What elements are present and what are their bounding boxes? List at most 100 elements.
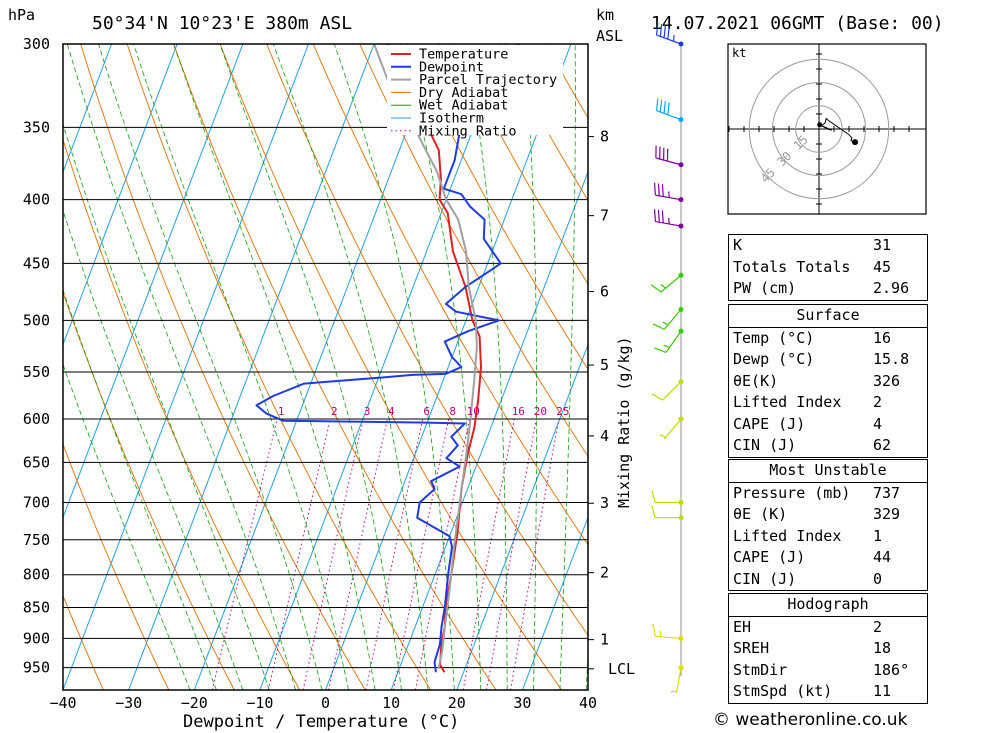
wet-adiabat-line <box>173 44 376 690</box>
background-lines <box>63 44 1000 690</box>
mixing-ratio-label: 8 <box>449 405 456 418</box>
km-tick-label: 1 <box>600 631 609 649</box>
lcl-label: LCL <box>608 660 635 678</box>
wind-barb-flag <box>652 323 665 330</box>
mixing-ratio-label: 16 <box>512 405 525 418</box>
hodo-stmdir: StmDir 186° <box>733 660 910 679</box>
asl-label: ASL <box>596 27 623 45</box>
dry-adiabat-line <box>63 291 235 690</box>
profile-temperature <box>386 44 482 673</box>
dry-adiabat-line <box>918 44 1000 690</box>
plot-frame <box>62 43 589 691</box>
temp-tick-label: 40 <box>579 694 597 712</box>
surface-header: Surface <box>729 305 927 328</box>
wind-barb-flag <box>663 101 666 114</box>
surface-lifted-index: Lifted Index 2 <box>733 393 883 411</box>
km-tick-label: 2 <box>600 564 609 582</box>
mixing-ratio-label: 4 <box>388 405 395 418</box>
legend-item: Parcel Trajectory <box>419 72 557 88</box>
wind-barb-half-flag <box>660 284 667 289</box>
legend-item: Dewpoint <box>419 59 484 75</box>
km-tick-label: 6 <box>600 283 609 301</box>
km-tick-label: 5 <box>600 356 609 374</box>
surface-cape: CAPE (J) 4 <box>733 414 883 433</box>
legend-box <box>387 45 563 135</box>
copyright-link[interactable]: © weatheronline.co.uk <box>713 710 908 730</box>
wind-barb-flag <box>657 209 660 223</box>
pressure-tick-label: 850 <box>23 599 50 617</box>
isotherm-line <box>259 44 506 690</box>
pressure-tick-label: 650 <box>23 453 50 471</box>
wind-barb-flag <box>654 347 667 353</box>
wind-barb-flag <box>655 22 659 36</box>
wet-adiabat-line <box>63 123 270 690</box>
wind-barb-half-flag <box>672 35 675 42</box>
mixing-ratio-labels: 1 2 3 4 6 8 10 16 20 25 <box>278 405 570 418</box>
wet-adiabat-line <box>133 44 349 690</box>
mixing-ratio-line <box>365 418 424 690</box>
wet-adiabat-line <box>523 44 537 690</box>
wind-barb-flag <box>659 99 663 113</box>
isotherm-line <box>390 170 588 690</box>
wind-barb-flag <box>659 24 663 37</box>
temp-tick-label: 30 <box>513 694 531 712</box>
dry-adiabat-line <box>173 44 497 690</box>
wind-barb-flag <box>651 393 663 401</box>
temp-tick-label: −20 <box>181 694 208 712</box>
dry-adiabat-line <box>405 44 588 371</box>
mixing-ratio-label: 10 <box>467 405 480 418</box>
km-label: km <box>596 6 614 24</box>
mixing-ratio-label: 3 <box>364 405 371 418</box>
wind-barb-flag <box>657 183 660 196</box>
wet-adiabat-line <box>219 44 402 690</box>
dry-adiabat-line <box>80 44 366 690</box>
pressure-tick-label: 300 <box>23 35 50 53</box>
legend-item: Dry Adiabat <box>419 85 508 101</box>
wet-adiabat-line <box>559 44 576 690</box>
wind-barb-flag <box>653 209 656 222</box>
wind-barb-shaft <box>656 110 682 121</box>
wet-adiabat-line <box>66 44 296 690</box>
mixing-ratio-line <box>328 418 388 690</box>
temp-tick-label: 0 <box>321 694 330 712</box>
wind-barb-half-flag <box>663 344 670 349</box>
wind-barb-flag <box>655 98 659 111</box>
pressure-tick-label: 350 <box>23 118 50 136</box>
wind-barb-flag <box>667 102 670 115</box>
wind-barb-shaft <box>663 309 682 330</box>
temp-tick-label: −10 <box>246 694 273 712</box>
mixing-ratio-label: 2 <box>331 405 338 418</box>
pressure-tick-label: 750 <box>23 531 50 549</box>
dry-adiabat-line <box>359 44 588 458</box>
wet-adiabat-line <box>399 44 482 690</box>
dry-adiabat-line <box>964 44 1000 690</box>
hodograph-ring <box>772 82 866 176</box>
mixing-ratio-line <box>486 418 537 690</box>
wind-barb-shaft <box>655 220 682 227</box>
dry-adiabat-line <box>63 443 170 690</box>
wet-adiabat-line <box>63 363 191 690</box>
temp-tick-label: 20 <box>448 694 466 712</box>
pressure-tick-labels: 300 350 400 450 500 550 600 650 700 750 800 850 900 9… <box>23 35 50 677</box>
wind-barb-flag <box>652 623 656 637</box>
mixing-ratio-label: 25 <box>556 405 569 418</box>
pressure-tick-label: 900 <box>23 629 50 647</box>
dry-adiabat-line <box>266 44 588 637</box>
dry-adiabat-line <box>452 44 588 285</box>
wind-barb-flag <box>667 26 670 40</box>
most-unstable-header: Most Unstable <box>729 460 927 483</box>
wind-barb-shaft <box>663 418 682 440</box>
wind-barb-half-flag <box>659 434 666 438</box>
mixing-ratio-label: 6 <box>423 405 430 418</box>
wind-barb-flag <box>663 25 666 38</box>
wind-barb-shaft <box>656 34 682 45</box>
hpa-label: hPa <box>8 6 35 24</box>
wind-barb-flag <box>651 505 656 518</box>
hodo-stmspd: StmSpd (kt) 11 <box>733 682 892 700</box>
isotherm-line <box>521 515 588 690</box>
pressure-tick-label: 500 <box>23 311 50 329</box>
pressure-tick-label: 400 <box>23 191 50 209</box>
legend-item: Mixing Ratio <box>419 123 517 139</box>
